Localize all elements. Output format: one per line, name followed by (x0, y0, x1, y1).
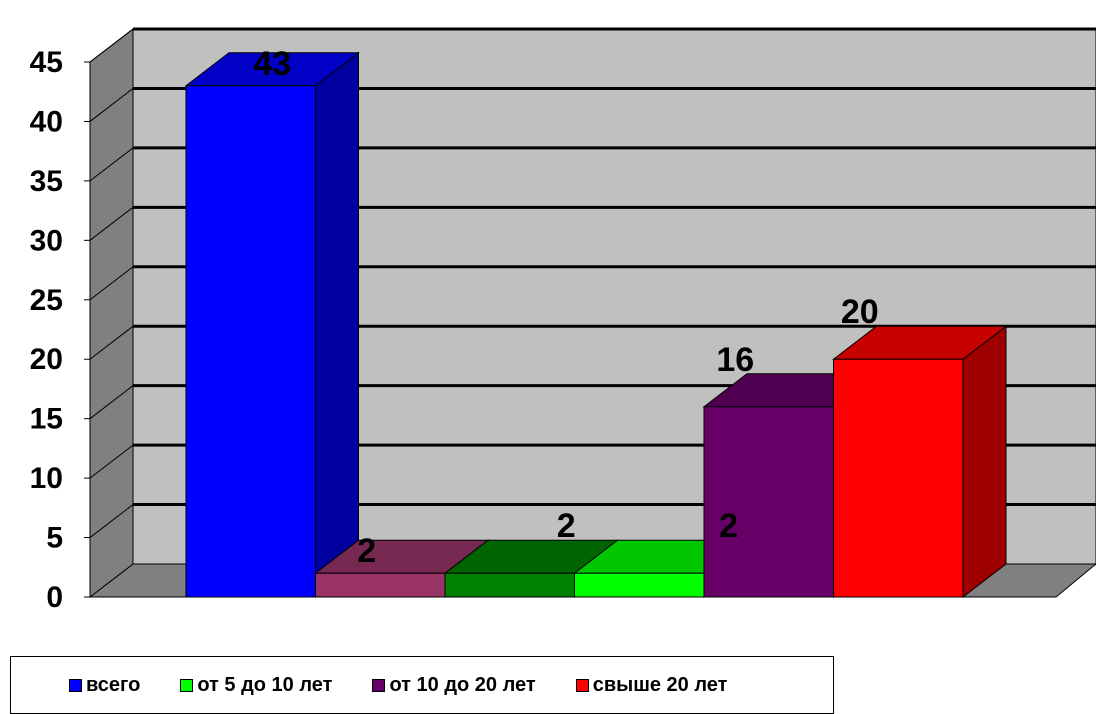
bar (703, 406, 834, 598)
bar-side (315, 51, 359, 599)
y-tick-label: 25 (30, 284, 63, 317)
legend-item: от 5 до 10 лет (180, 674, 332, 697)
gridline-side (89, 385, 134, 420)
y-tick-label: 10 (30, 462, 63, 495)
gridline-side (89, 147, 134, 182)
gridline-side (89, 325, 134, 360)
bar (444, 572, 575, 598)
legend-swatch (575, 678, 589, 692)
data-label: 2 (557, 507, 576, 545)
legend: всего от 5 до 10 лет от 10 до 20 лет свыше … (10, 656, 834, 714)
y-tick-label: 5 (46, 522, 63, 555)
gridline-side (89, 28, 134, 63)
y-tick-label: 15 (30, 403, 63, 436)
bar (574, 572, 705, 598)
legend-label: свыше 20 лет (592, 673, 728, 696)
legend-label: всего (86, 673, 141, 696)
y-tick-label: 30 (30, 224, 63, 257)
gridline-side (89, 504, 134, 538)
bar (833, 358, 964, 598)
legend-swatch (180, 678, 194, 692)
bar-chart: 0 5 10 15 20 25 30 35 40 45 43 2 2 2 16 20 (30, 27, 1096, 614)
legend-swatch (372, 678, 386, 692)
bar (185, 85, 316, 598)
legend-item: свыше 20 лет (575, 673, 728, 697)
legend-label: от 5 до 10 лет (197, 673, 333, 696)
gridline-side (89, 444, 134, 479)
gridline-side (89, 266, 134, 301)
legend-item: всего (69, 674, 140, 697)
bar (315, 572, 446, 598)
gridline-side (89, 206, 134, 241)
data-label: 43 (253, 45, 291, 83)
data-label: 20 (841, 293, 879, 331)
y-tick-label: 0 (46, 581, 63, 614)
data-label: 2 (357, 532, 376, 570)
legend-swatch (69, 678, 82, 692)
legend-item: от 10 до 20 лет (372, 673, 536, 697)
y-tick-label: 40 (30, 105, 63, 138)
data-label: 2 (719, 507, 738, 545)
legend-label: от 10 до 20 лет (389, 673, 536, 696)
y-tick-label: 45 (30, 46, 63, 79)
y-tick-label: 35 (30, 165, 63, 198)
chart-side-wall (89, 27, 134, 599)
bar-side (962, 325, 1007, 599)
data-label: 16 (716, 341, 754, 379)
gridline-side (89, 88, 134, 122)
y-tick-label: 20 (30, 343, 63, 376)
